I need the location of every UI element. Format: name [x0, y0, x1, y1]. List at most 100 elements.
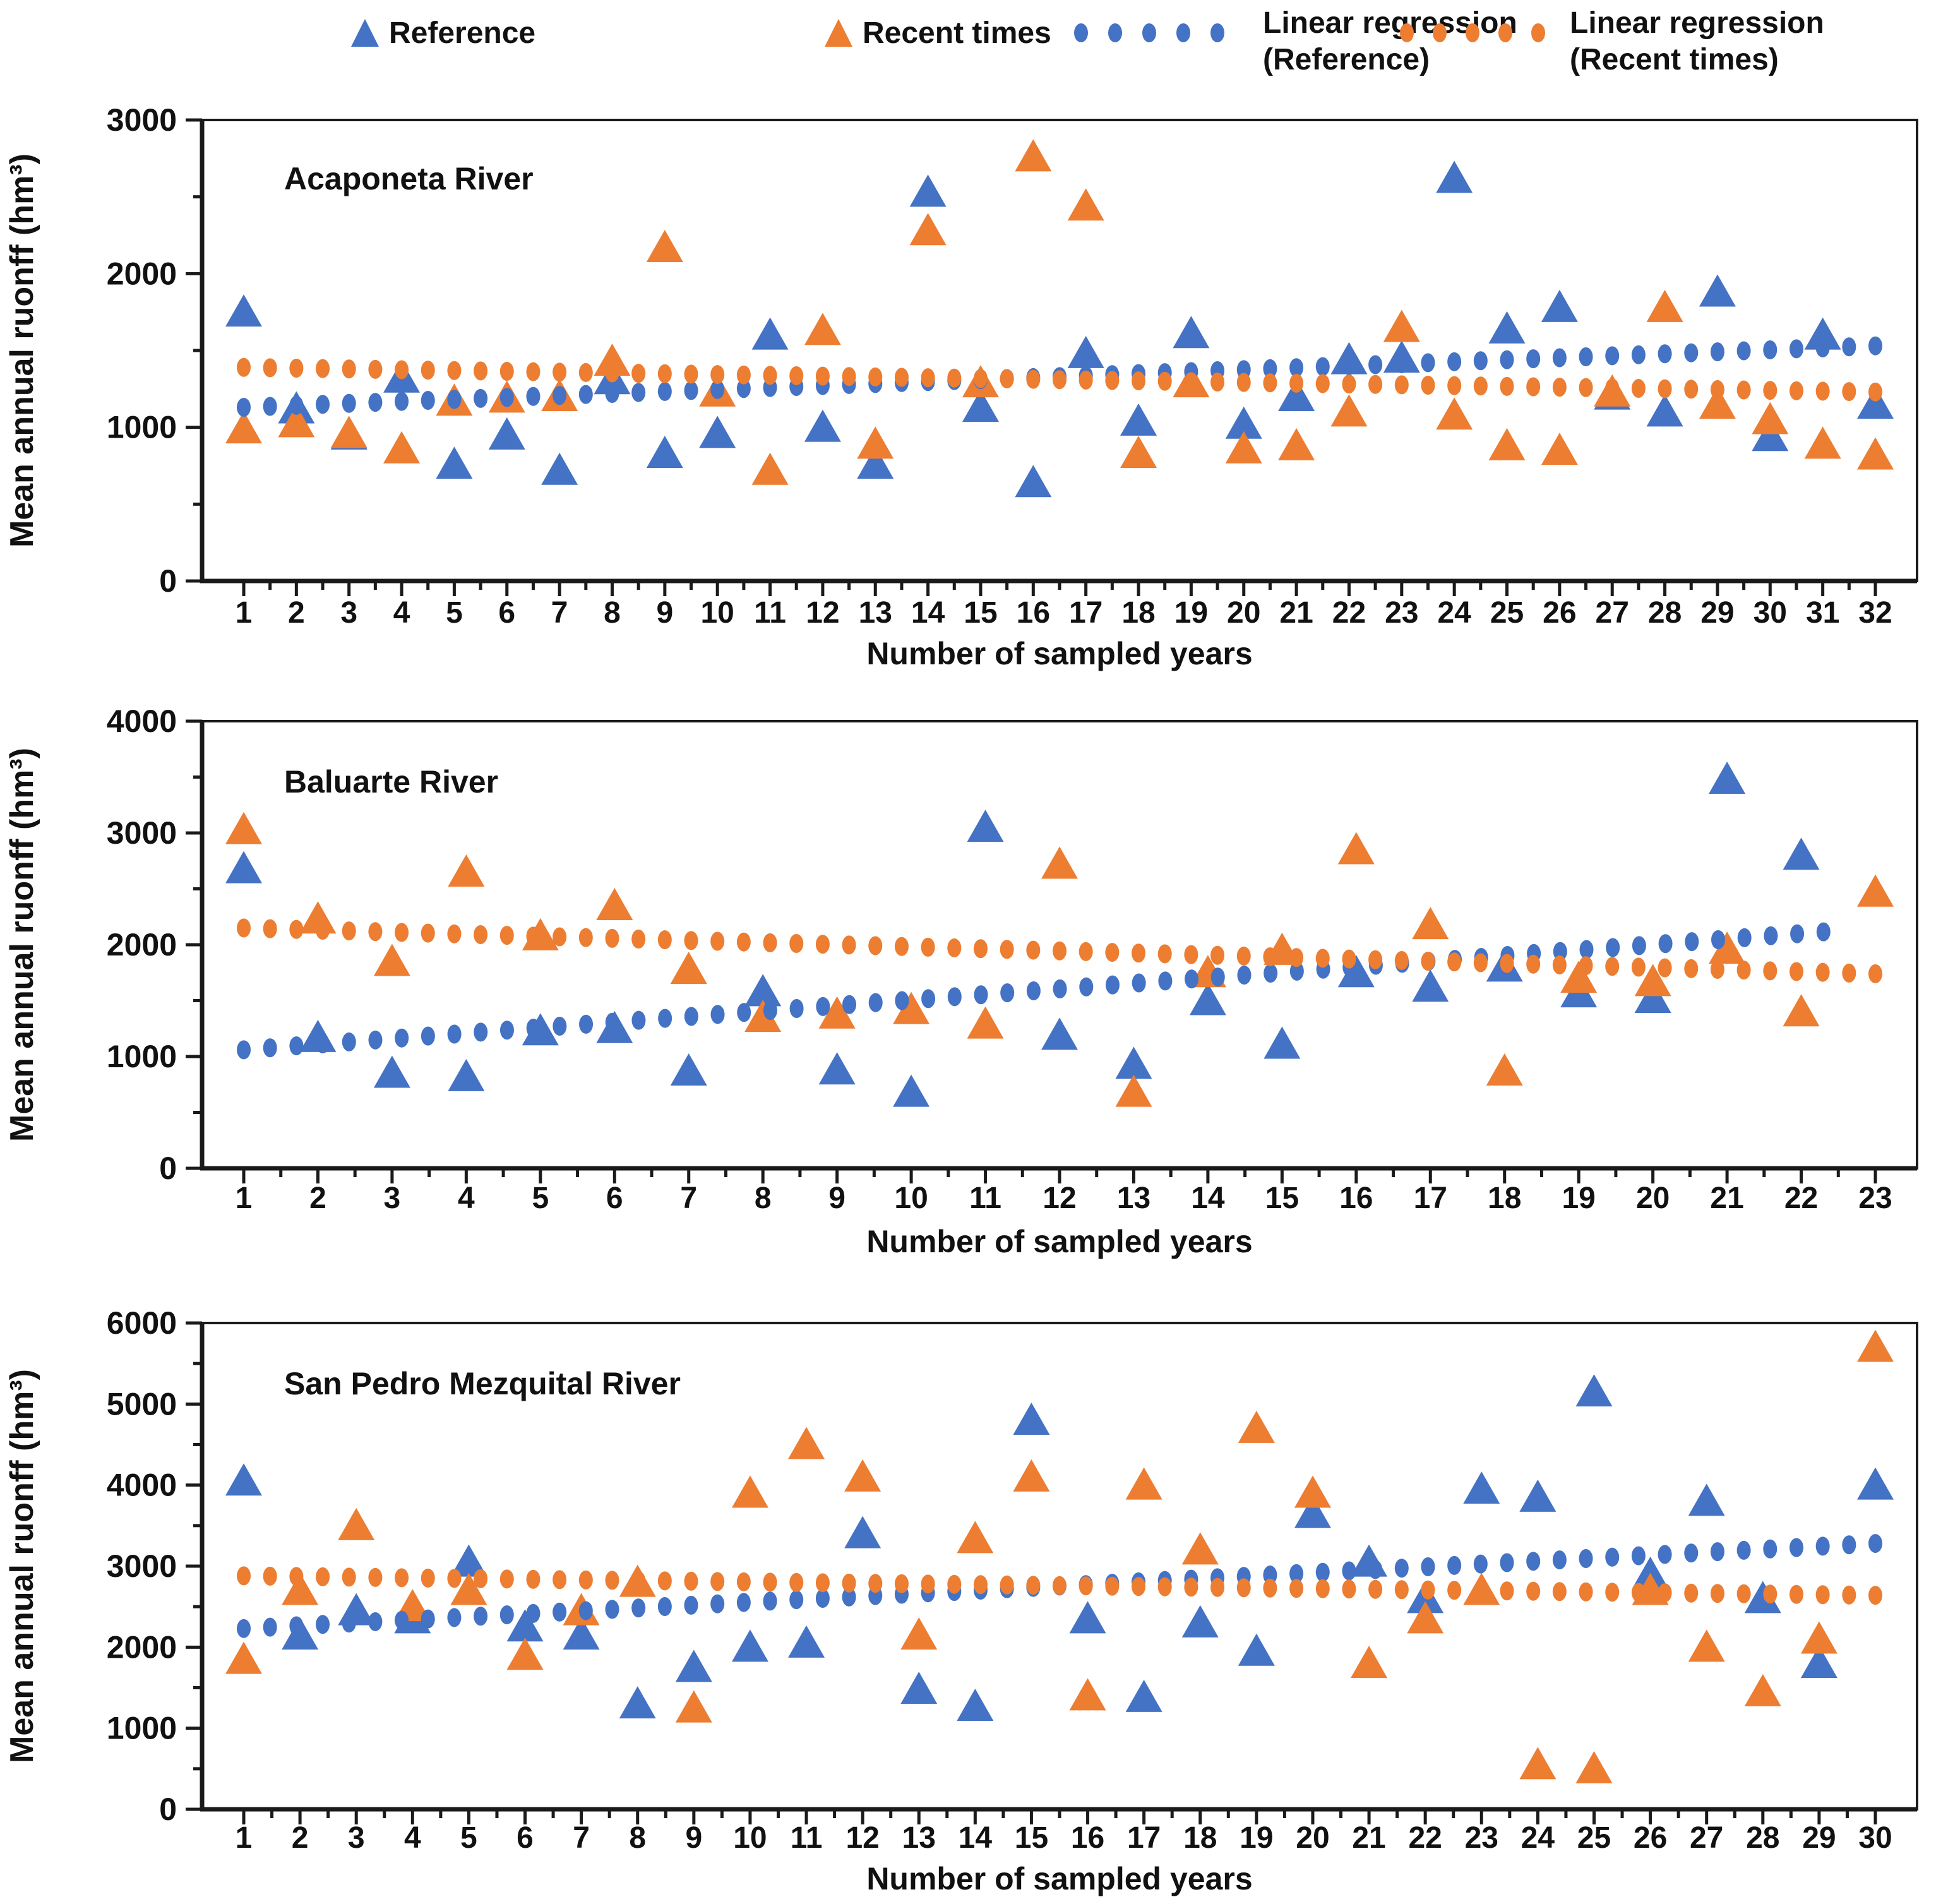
x-axis-tick-label: 6 — [498, 596, 515, 630]
x-axis-tick-label: 19 — [1562, 1182, 1595, 1215]
regression-dot — [1132, 973, 1146, 993]
legend-label-line: Linear regression — [1570, 6, 1824, 40]
regression-dot — [1447, 352, 1462, 371]
regression-dot — [1842, 337, 1856, 357]
regression-dot — [289, 359, 304, 378]
y-axis-tick-label: 4000 — [107, 1468, 177, 1503]
x-axis-tick-label: 28 — [1746, 1821, 1779, 1855]
regression-dot — [1447, 952, 1462, 972]
regression-dot — [1368, 1579, 1383, 1599]
regression-dot — [631, 364, 646, 383]
regression-dot — [1342, 374, 1356, 394]
regression-dot — [1500, 350, 1514, 369]
data-point-triangle — [619, 1686, 656, 1719]
regression-dot — [815, 366, 830, 386]
regression-dot — [1500, 1553, 1514, 1572]
data-point-triangle — [1436, 160, 1473, 193]
data-point-triangle — [1857, 386, 1894, 419]
x-axis-tick-label: 25 — [1490, 596, 1524, 630]
x-axis-tick-label: 11 — [969, 1182, 1001, 1215]
regression-dot — [1606, 938, 1620, 957]
regression-dot — [1685, 932, 1699, 952]
data-point-triangle — [670, 1053, 707, 1086]
regression-dot — [1789, 962, 1803, 981]
regression-dot — [1342, 356, 1356, 376]
data-point-triangle — [646, 229, 683, 262]
regression-dot — [1842, 1535, 1856, 1555]
data-point-triangle — [1015, 465, 1052, 498]
regression-dot — [237, 918, 251, 938]
x-axis-tick-label: 27 — [1690, 1821, 1723, 1855]
data-point-triangle — [448, 854, 485, 887]
regression-dot — [1079, 370, 1093, 390]
x-axis-tick-label: 16 — [1071, 1821, 1104, 1855]
regression-dot — [1763, 1584, 1778, 1604]
regression-dot — [1342, 1561, 1356, 1581]
regression-dot — [1394, 950, 1409, 970]
regression-dot — [736, 379, 751, 398]
data-point-triangle — [1294, 1495, 1331, 1528]
data-point-triangle — [675, 1690, 712, 1723]
regression-dot — [710, 1005, 725, 1024]
regression-dot — [1605, 1547, 1620, 1567]
regression-dot — [1658, 1545, 1672, 1564]
regression-dot — [421, 391, 435, 410]
regression-dot — [474, 925, 488, 944]
regression-dot — [895, 991, 909, 1010]
x-axis-tick-label: 23 — [1385, 596, 1418, 630]
regression-dot — [1053, 1576, 1067, 1595]
regression-dot — [1631, 345, 1646, 364]
x-axis-tick-label: 9 — [685, 1821, 702, 1855]
data-point-triangle — [967, 1006, 1004, 1039]
data-point-triangle — [448, 1058, 485, 1091]
recent-times-points — [225, 1329, 1894, 1783]
y-axis-tick-label: 0 — [159, 1151, 177, 1186]
data-point-triangle — [1115, 1046, 1152, 1079]
data-point-triangle — [1744, 1581, 1781, 1614]
data-point-triangle — [383, 431, 421, 464]
chart-title: San Pedro Mezquital River — [284, 1366, 681, 1401]
x-axis-tick-label: 1 — [236, 596, 253, 630]
data-point-triangle — [1181, 1532, 1219, 1565]
regression-dot — [263, 919, 277, 938]
regression-dot — [1079, 942, 1093, 961]
regression-dot — [1684, 380, 1699, 399]
regression-dot — [263, 397, 277, 416]
data-point-triangle — [1264, 1026, 1301, 1059]
x-axis-tick-label: 28 — [1648, 596, 1682, 630]
regression-dot — [1421, 952, 1435, 971]
regression-dot — [1579, 1548, 1593, 1568]
regression-dot — [1236, 946, 1251, 966]
regression-dot — [421, 1609, 435, 1629]
regression-dot — [1684, 343, 1699, 362]
regression-dot — [1605, 378, 1620, 398]
regression-dot — [1500, 376, 1514, 396]
data-point-triangle — [957, 1521, 994, 1554]
regression-dot — [1079, 1576, 1093, 1596]
regression-dot — [1605, 346, 1620, 366]
regression-dot — [1815, 1585, 1830, 1605]
data-point-triangle — [1541, 433, 1578, 465]
y-axis-title: Mean annual ruonff (hm³) — [4, 748, 40, 1142]
data-point-triangle — [1783, 837, 1820, 870]
x-axis-tick-label: 26 — [1543, 596, 1576, 630]
regression-dot — [657, 364, 672, 383]
x-axis-tick-label: 20 — [1636, 1182, 1670, 1215]
regression-dot — [710, 1594, 725, 1614]
x-axis-tick-label: 6 — [606, 1182, 623, 1215]
chart-acaponeta-river: 0 1000 2000 3000 1 2 3 4 5 6 7 8 9 10 11 12 13 14 15 16 17 18… — [0, 95, 1936, 685]
regression-dot — [1132, 1577, 1146, 1596]
regression-dot — [1342, 949, 1356, 969]
x-axis-tick-label: 29 — [1802, 1821, 1836, 1855]
x-axis-tick-label: 6 — [517, 1821, 534, 1855]
regression-dot — [289, 395, 304, 415]
data-point-triangle — [900, 1617, 938, 1650]
regression-dot — [1552, 1582, 1567, 1602]
regression-dot — [368, 393, 383, 412]
regression-dot — [1315, 1579, 1330, 1598]
regression-dot — [684, 931, 698, 950]
y-axis-tick-label: 1000 — [107, 1039, 177, 1074]
data-point-triangle — [751, 452, 789, 485]
regression-dot — [684, 1595, 698, 1615]
